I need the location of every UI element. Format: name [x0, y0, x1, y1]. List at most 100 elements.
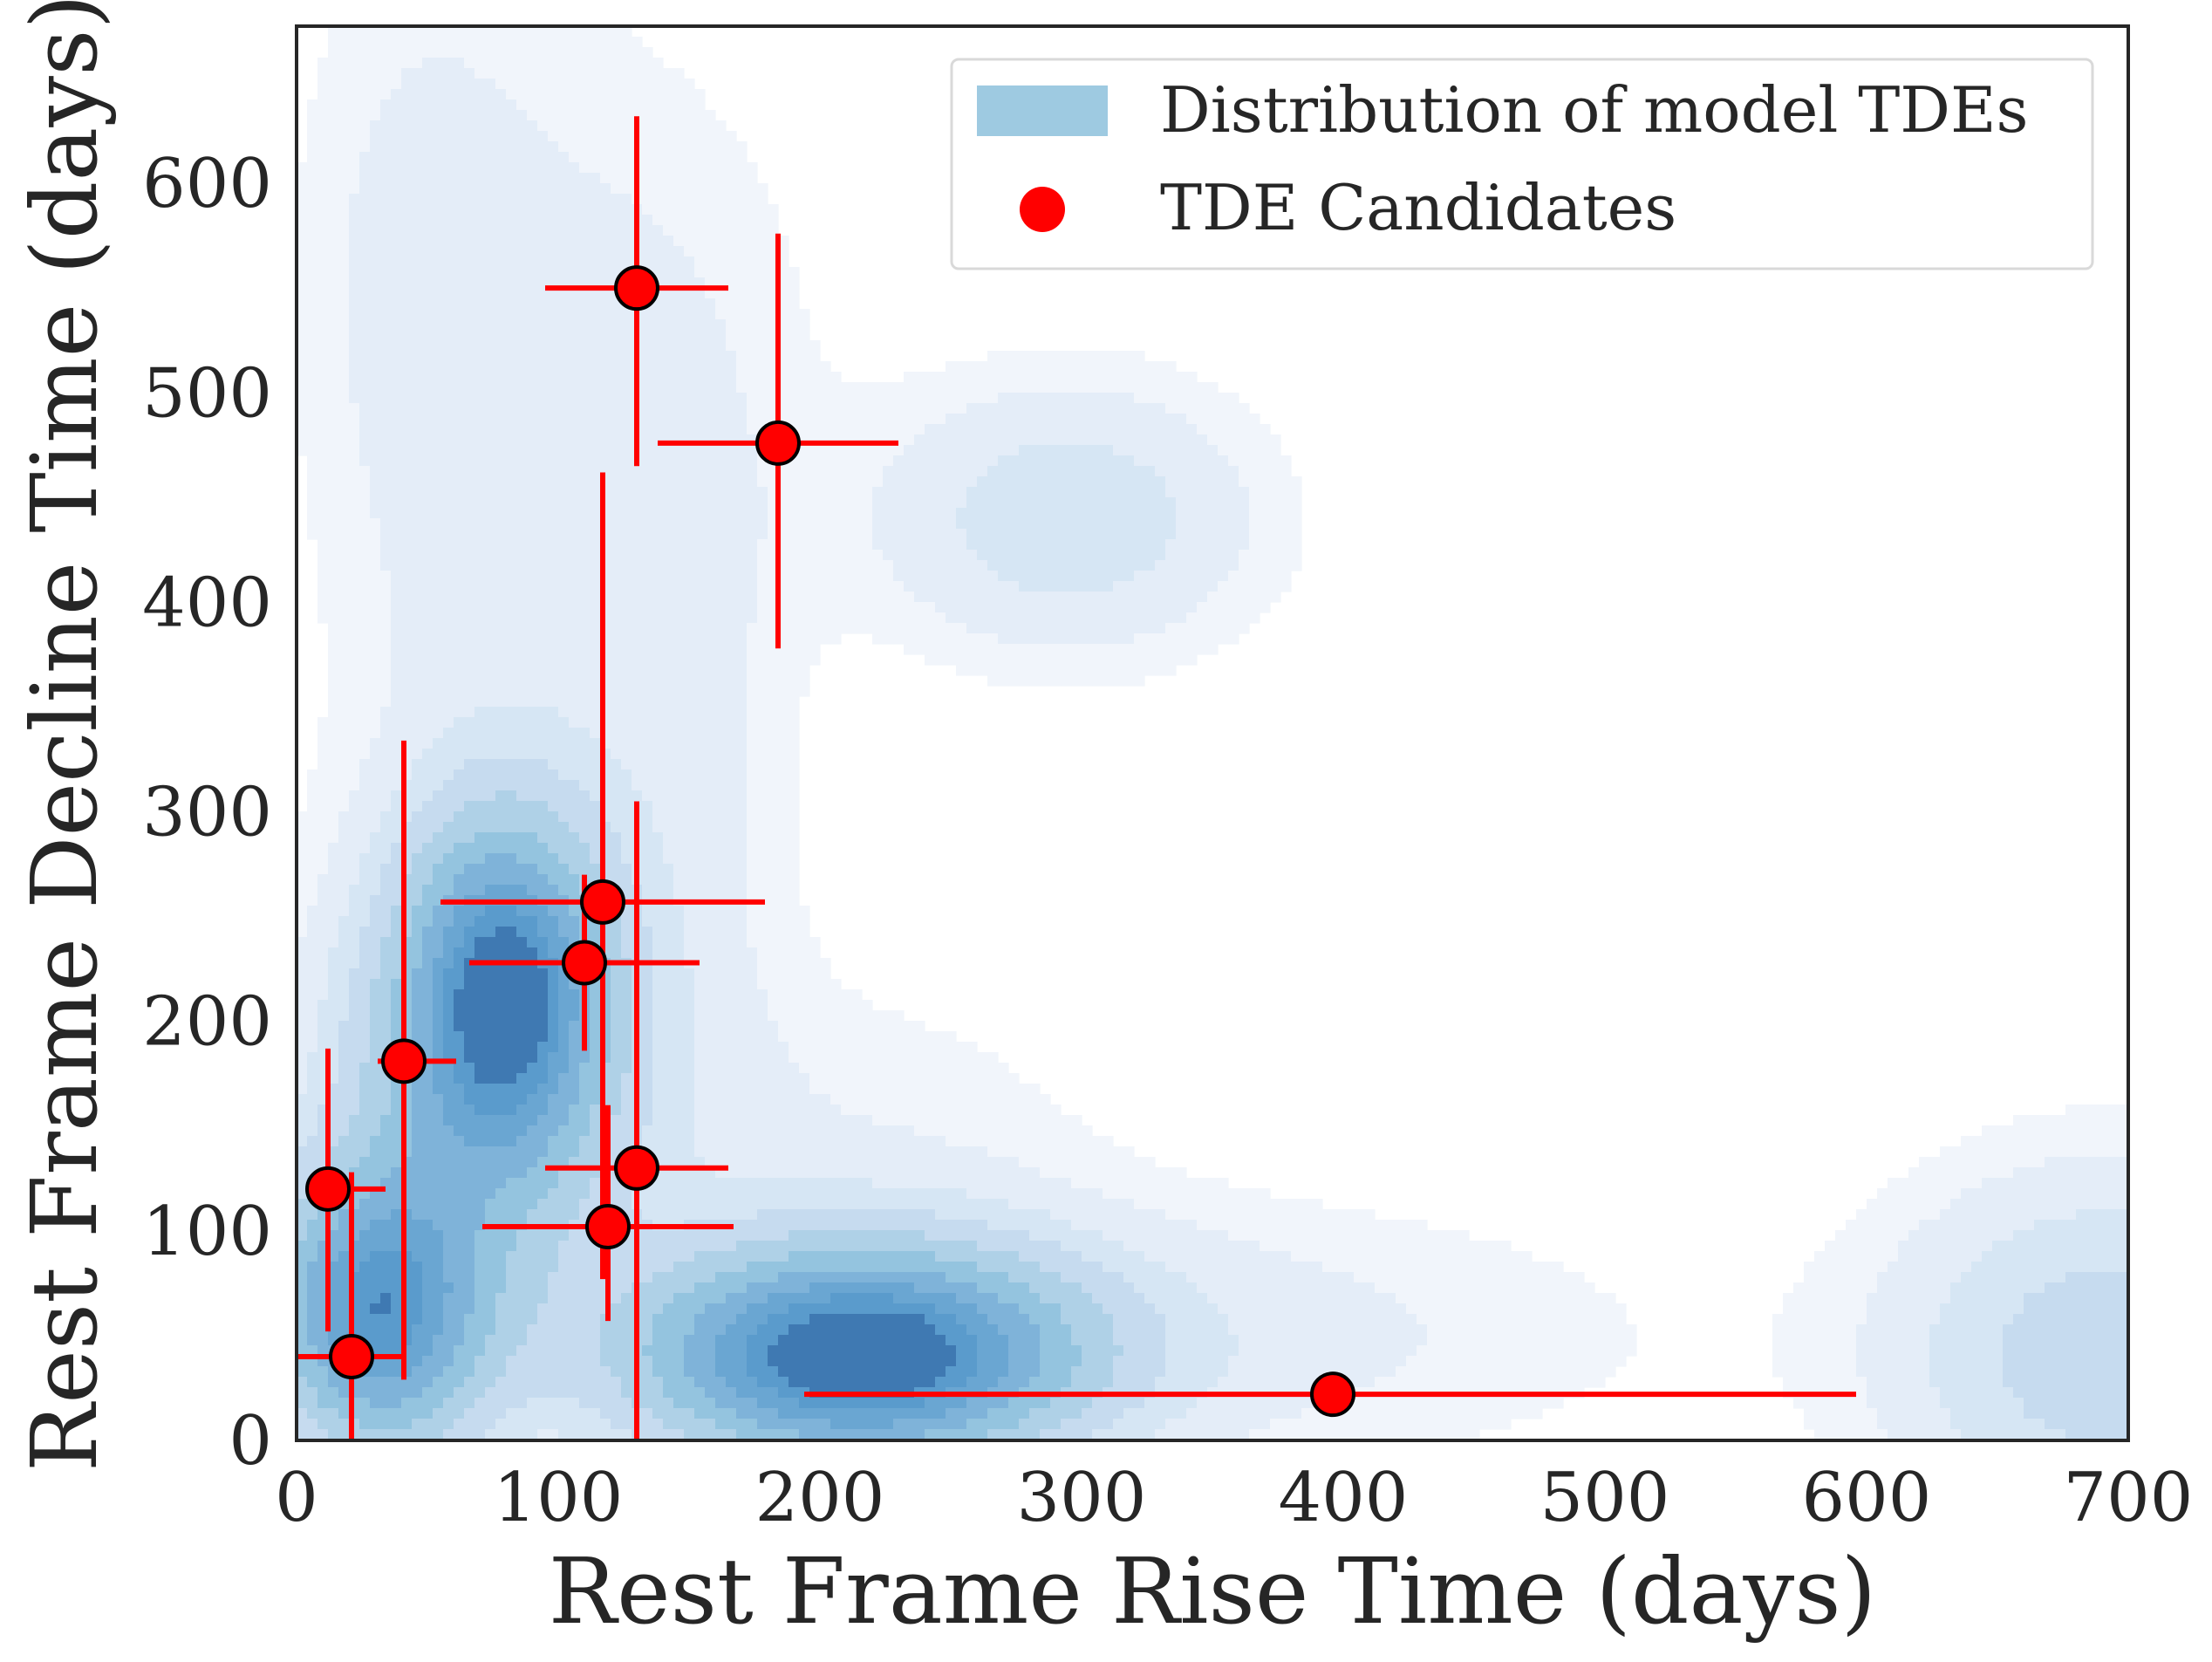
density-cell [527, 759, 538, 770]
density-cell [789, 539, 800, 551]
density-cell [684, 592, 695, 603]
density-cell [1207, 403, 1219, 414]
density-cell [1270, 571, 1281, 582]
density-cell [935, 550, 946, 561]
density-cell [359, 110, 371, 121]
density-cell [673, 236, 685, 247]
density-cell [422, 811, 434, 823]
density-cell [1103, 571, 1114, 582]
density-cell [1207, 508, 1219, 519]
density-cell [611, 319, 622, 331]
density-cell [527, 330, 538, 341]
density-cell [412, 110, 423, 121]
density-cell [485, 476, 496, 488]
density-cell [684, 298, 695, 310]
density-cell [663, 508, 674, 519]
density-cell [569, 843, 580, 854]
density-cell [558, 571, 570, 582]
density-cell [809, 560, 821, 571]
density-cell [987, 466, 999, 477]
density-cell [527, 822, 538, 833]
density-cell [652, 749, 664, 760]
density-cell [537, 99, 549, 111]
density-cell [401, 644, 413, 655]
density-cell [328, 120, 339, 132]
density-cell [705, 131, 716, 142]
density-cell [757, 319, 768, 331]
density-cell [464, 267, 475, 278]
density-cell [956, 571, 967, 582]
density-cell [663, 414, 674, 425]
density-cell [422, 455, 434, 467]
density-cell [401, 539, 413, 551]
density-cell [391, 654, 402, 666]
density-cell [485, 707, 496, 718]
density-cell [443, 141, 454, 153]
density-cell [966, 403, 978, 414]
density-cell [412, 267, 423, 278]
density-cell [747, 843, 758, 854]
density-cell [1165, 382, 1177, 393]
density-cell [1165, 581, 1177, 592]
density-cell [1207, 539, 1219, 551]
density-cell [621, 152, 632, 163]
density-cell [307, 445, 318, 456]
density-cell [977, 644, 988, 655]
density-cell [558, 319, 570, 331]
density-cell [454, 717, 465, 728]
density-cell [516, 832, 528, 844]
density-cell [1040, 539, 1051, 551]
density-cell [611, 120, 622, 132]
density-cell [558, 822, 570, 833]
density-cell [485, 330, 496, 341]
density-cell [883, 581, 894, 592]
density-cell [987, 497, 999, 509]
density-cell [663, 529, 674, 540]
density-cell [830, 508, 842, 519]
density-cell [966, 445, 978, 456]
density-cell [380, 131, 392, 142]
density-cell [946, 539, 957, 551]
density-cell [1207, 529, 1219, 540]
density-cell [579, 47, 591, 58]
density-cell [359, 529, 371, 540]
density-cell [527, 194, 538, 205]
density-cell [694, 424, 706, 435]
density-cell [621, 560, 632, 571]
density-cell [380, 686, 392, 697]
density-cell [370, 298, 381, 310]
density-cell [987, 476, 999, 488]
density-cell [548, 508, 559, 519]
density-cell [1071, 414, 1082, 425]
density-cell [454, 476, 465, 488]
density-cell [935, 654, 946, 666]
density-cell [987, 487, 999, 498]
density-cell [1186, 518, 1198, 530]
density-cell [307, 99, 318, 111]
density-cell [1092, 393, 1103, 404]
density-cell [537, 874, 549, 886]
density-cell [694, 790, 706, 802]
density-cell [600, 330, 611, 341]
density-cell [893, 550, 905, 561]
density-cell [349, 592, 360, 603]
density-cell [1082, 434, 1093, 446]
density-cell [412, 340, 423, 352]
density-cell [611, 675, 622, 687]
density-cell [579, 403, 591, 414]
density-cell [380, 445, 392, 456]
density-cell [726, 372, 737, 383]
density-cell [380, 864, 392, 875]
density-cell [705, 372, 716, 383]
density-cell [977, 518, 988, 530]
density-cell [328, 790, 339, 802]
density-cell [422, 120, 434, 132]
density-cell [925, 372, 936, 383]
density-cell [757, 633, 768, 645]
density-cell [1134, 518, 1145, 530]
density-cell [1207, 382, 1219, 393]
density-cell [611, 382, 622, 393]
density-cell [464, 801, 475, 812]
density-cell [391, 183, 402, 195]
